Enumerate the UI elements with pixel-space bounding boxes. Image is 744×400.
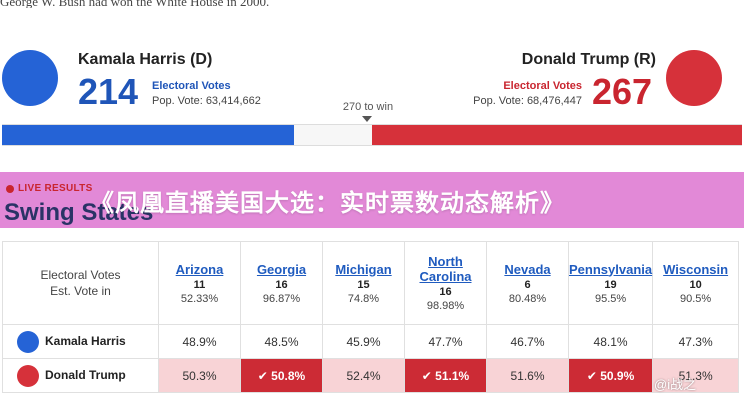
state-header-georgia: Georgia 16 96.87% [240,241,323,325]
trump-pct-nevada: 51.6% [486,358,569,393]
state-est-vote: 95.5% [594,292,627,305]
state-ev: 15 [357,278,370,291]
state-header-north-carolina: North Carolina 16 98.98% [404,241,487,325]
state-est-vote: 98.98% [426,300,465,312]
state-est-vote: 96.87% [262,292,301,305]
trump-pct-michigan: 52.4% [322,358,405,393]
article-text-fragment: George W. Bush had won the White House i… [0,0,270,8]
swing-states-title: Swing States [4,199,154,226]
state-header-wisconsin: Wisconsin 10 90.5% [652,241,740,325]
state-link-georgia[interactable]: Georgia [256,261,307,277]
harris-row-name: Kamala Harris [45,333,126,348]
trump-pct-georgia: ✔ 50.8% [240,358,323,393]
harris-mini-avatar [17,330,39,353]
state-link-michigan[interactable]: Michigan [335,261,392,277]
harris-pct-north-carolina: 47.7% [404,324,487,359]
harris-pct-arizona: 48.9% [158,324,241,359]
state-link-nevada[interactable]: Nevada [504,261,551,277]
harris-pop-vote: Pop. Vote: 63,414,662 [152,95,261,107]
trump-row-name: Donald Trump [45,367,126,382]
to-win-label: 270 to win [342,101,394,113]
table-header-row: Electoral Votes Est. Vote in Arizona 11 52… [2,241,740,325]
state-est-vote: 90.5% [680,292,712,305]
trump-row-label: Donald Trump [2,358,159,393]
state-header-nevada: Nevada 6 80.48% [486,241,569,325]
est-vote-row-label: Est. Vote in [50,284,111,298]
trump-pct-wisconsin: 51.3% [652,358,740,393]
state-header-pennsylvania: Pennsylvania 19 95.5% [567,241,654,325]
harris-electoral-votes: 214 [78,71,139,112]
harris-ev-label: Electoral Votes [152,80,231,92]
harris-ev-bar-fill [2,125,295,145]
trump-pct-arizona: 50.3% [158,358,241,393]
state-header-arizona: Arizona 11 52.33% [158,241,241,325]
watermark: @i战之 [654,377,697,392]
harris-avatar [2,50,58,106]
harris-name: Kamala Harris (D) [78,51,213,68]
trump-ev-bar-fill [372,125,742,145]
state-ev: 16 [439,286,452,298]
trump-electoral-votes: 267 [592,71,653,112]
state-ev: 19 [604,278,617,291]
harris-pct-wisconsin: 47.3% [652,324,740,359]
state-est-vote: 80.48% [508,292,547,305]
state-link-arizona[interactable]: Arizona [175,261,224,277]
banner-headline: 《凤凰直播美国大选：实时票数动态解析》 [90,189,565,217]
state-header-michigan: Michigan 15 74.8% [322,241,405,325]
state-ev: 6 [524,278,531,291]
live-dot-icon [6,185,14,193]
state-link-pennsylvania[interactable]: Pennsylvania [569,261,653,277]
harris-pct-pennsylvania: 48.1% [567,324,654,359]
harris-row-label: Kamala Harris [2,324,159,359]
live-results-label: LIVE RESULTS [18,183,93,194]
trump-pct-pennsylvania: ✔ 50.9% [567,358,654,393]
to-win-marker-icon [362,116,372,122]
state-ev: 11 [193,278,206,291]
trump-avatar [666,50,722,106]
row-label-header: Electoral Votes Est. Vote in [2,241,159,325]
trump-pop-vote: Pop. Vote: 68,476,447 [473,95,582,107]
swing-states-table: Electoral Votes Est. Vote in Arizona 11 52… [2,241,740,393]
headline-banner [0,172,744,228]
state-est-vote: 74.8% [347,292,380,305]
state-ev: 10 [689,278,702,291]
trump-pct-north-carolina: ✔ 51.1% [404,358,487,393]
table-row-trump: Donald Trump 50.3% ✔ 50.8% 52.4% ✔ 51.1%… [2,358,740,393]
state-link-north-carolina[interactable]: North Carolina [419,254,472,284]
harris-pct-michigan: 45.9% [322,324,405,359]
trump-mini-avatar [17,364,39,387]
state-ev: 16 [275,278,288,291]
electoral-vote-bar [2,124,742,146]
state-est-vote: 52.33% [180,292,219,305]
table-row-harris: Kamala Harris 48.9% 48.5% 45.9% 47.7% 46… [2,324,740,359]
electoral-votes-row-label: Electoral Votes [40,268,121,282]
harris-pct-nevada: 46.7% [486,324,569,359]
state-link-wisconsin[interactable]: Wisconsin [663,261,729,277]
trump-name: Donald Trump (R) [521,51,656,68]
trump-ev-label: Electoral Votes [503,80,582,92]
harris-pct-georgia: 48.5% [240,324,323,359]
